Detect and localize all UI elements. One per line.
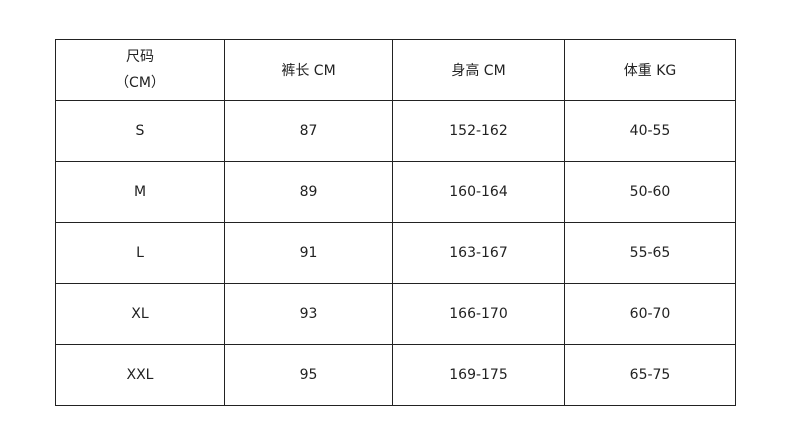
cell-weight: 65-75	[564, 344, 736, 406]
cell-pants-length: 93	[224, 283, 393, 345]
header-size-label: 尺码	[126, 49, 154, 65]
size-chart-table: 尺码 （CM） 裤长 CM 身高 CM 体重 KG S 87 152-162 40-5…	[55, 39, 736, 406]
cell-height: 166-170	[392, 283, 565, 345]
cell-pants-length: 95	[224, 344, 393, 406]
cell-weight: 40-55	[564, 100, 736, 162]
table-row: M 89 160-164 50-60	[55, 161, 736, 223]
table-row: XL 93 166-170 60-70	[55, 283, 736, 345]
cell-size: XL	[55, 283, 225, 345]
cell-pants-length: 89	[224, 161, 393, 223]
cell-size: M	[55, 161, 225, 223]
cell-height: 152-162	[392, 100, 565, 162]
cell-pants-length: 87	[224, 100, 393, 162]
cell-weight: 60-70	[564, 283, 736, 345]
table-row: L 91 163-167 55-65	[55, 222, 736, 284]
header-pants-length: 裤长 CM	[224, 39, 393, 101]
table-row: XXL 95 169-175 65-75	[55, 344, 736, 406]
header-height: 身高 CM	[392, 39, 565, 101]
header-size-unit: （CM）	[115, 75, 165, 91]
cell-height: 160-164	[392, 161, 565, 223]
header-weight: 体重 KG	[564, 39, 736, 101]
cell-weight: 55-65	[564, 222, 736, 284]
cell-height: 169-175	[392, 344, 565, 406]
cell-height: 163-167	[392, 222, 565, 284]
cell-size: L	[55, 222, 225, 284]
cell-size: S	[55, 100, 225, 162]
header-row: 尺码 （CM） 裤长 CM 身高 CM 体重 KG	[55, 39, 736, 101]
cell-pants-length: 91	[224, 222, 393, 284]
cell-size: XXL	[55, 344, 225, 406]
cell-weight: 50-60	[564, 161, 736, 223]
table-row: S 87 152-162 40-55	[55, 100, 736, 162]
header-size: 尺码 （CM）	[55, 39, 225, 101]
